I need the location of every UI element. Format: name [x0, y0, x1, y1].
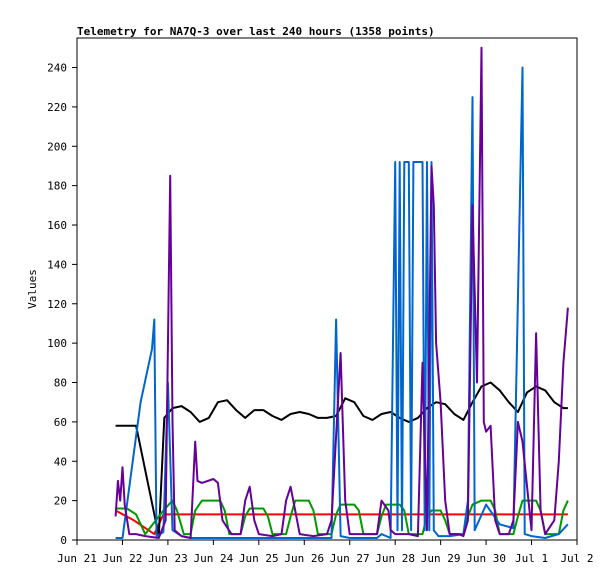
- chart-title: Telemetry for NA7Q-3 over last 240 hours…: [77, 25, 435, 38]
- y-tick-label: 60: [54, 416, 67, 429]
- x-tick-label: Jun 29: [421, 552, 461, 565]
- x-tick-label: Jun 25: [239, 552, 279, 565]
- y-tick-label: 80: [54, 377, 67, 390]
- series-layer: [114, 46, 569, 539]
- x-tick-label: Jun 26: [284, 552, 324, 565]
- series-line: [115, 509, 568, 536]
- x-tick-label: Jul 1: [515, 552, 548, 565]
- series-line: [114, 46, 569, 539]
- y-tick-label: 0: [60, 534, 67, 547]
- y-tick-label: 120: [47, 298, 67, 311]
- series-line: [115, 381, 568, 538]
- y-tick-label: 20: [54, 495, 67, 508]
- x-tick-label: Jun 28: [375, 552, 415, 565]
- x-tick-label: Jun 21: [57, 552, 97, 565]
- y-tick-label: 220: [47, 101, 67, 114]
- plot-area: [76, 37, 578, 541]
- x-tick-label: Jun 23: [148, 552, 188, 565]
- y-tick-label: 180: [47, 180, 67, 193]
- y-tick-label: 240: [47, 62, 67, 75]
- y-tick-label: 140: [47, 258, 67, 271]
- y-axis-label: Values: [26, 269, 39, 309]
- y-axis: 0 20 40 60 80 100 120 140 160 180 200 220 240: [47, 62, 77, 547]
- y-tick-label: 160: [47, 219, 67, 232]
- y-tick-label: 100: [47, 337, 67, 350]
- series-line: [115, 499, 569, 536]
- x-tick-label: Jun 27: [330, 552, 370, 565]
- x-tick-label: Jun 30: [466, 552, 506, 565]
- x-axis: Jun 21 Jun 22 Jun 23 Jun 24 Jun 25 Jun 26 Jun …: [57, 540, 594, 565]
- y-tick-label: 40: [54, 455, 67, 468]
- series-line: [115, 66, 569, 539]
- x-tick-label: Jun 22: [103, 552, 143, 565]
- x-tick-label: Jul 2: [560, 552, 593, 565]
- y-tick-label: 200: [47, 140, 67, 153]
- x-tick-label: Jun 24: [193, 552, 233, 565]
